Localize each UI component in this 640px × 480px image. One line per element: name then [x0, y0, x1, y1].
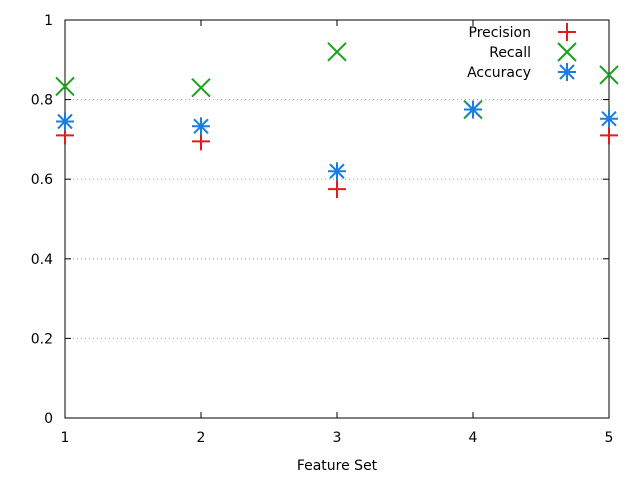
legend-label-precision: Precision: [469, 25, 531, 41]
legend-label-accuracy: Accuracy: [467, 65, 531, 81]
precision-point: [600, 126, 618, 145]
x-axis-label: Feature Set: [297, 458, 378, 474]
y-tick-label: 0.8: [31, 93, 53, 109]
accuracy-point: [56, 112, 74, 131]
x-tick-label: 3: [333, 430, 342, 446]
y-tick-label: 0.4: [31, 252, 53, 268]
recall-point: [191, 77, 211, 98]
x-tick-label: 2: [197, 430, 206, 446]
grid-lines: [65, 99, 609, 339]
y-tick-label: 0: [44, 411, 53, 427]
precision-point: [192, 132, 210, 151]
axis-ticks: 0 0.2 0.4 0.6 0.8 1 1 2 3 4 5: [31, 13, 614, 446]
x-tick-label: 4: [469, 430, 478, 446]
legend-marker-recall: [557, 42, 577, 62]
recall-point: [55, 76, 75, 97]
recall-point: [327, 42, 347, 62]
legend-marker-precision: [558, 23, 576, 41]
legend-label-recall: Recall: [489, 45, 531, 61]
data-points: [55, 42, 619, 199]
precision-point: [328, 180, 346, 199]
accuracy-point: [464, 100, 482, 119]
legend: Precision Recall Accuracy: [467, 23, 577, 81]
legend-marker-accuracy: [558, 63, 576, 81]
accuracy-point: [600, 109, 618, 128]
x-tick-label: 1: [61, 430, 70, 446]
y-tick-label: 0.6: [31, 172, 53, 188]
y-tick-label: 1: [44, 13, 53, 29]
x-tick-label: 5: [605, 430, 614, 446]
recall-point: [599, 65, 619, 85]
accuracy-point: [328, 162, 346, 181]
y-tick-label: 0.2: [31, 331, 53, 347]
accuracy-point: [192, 117, 210, 136]
